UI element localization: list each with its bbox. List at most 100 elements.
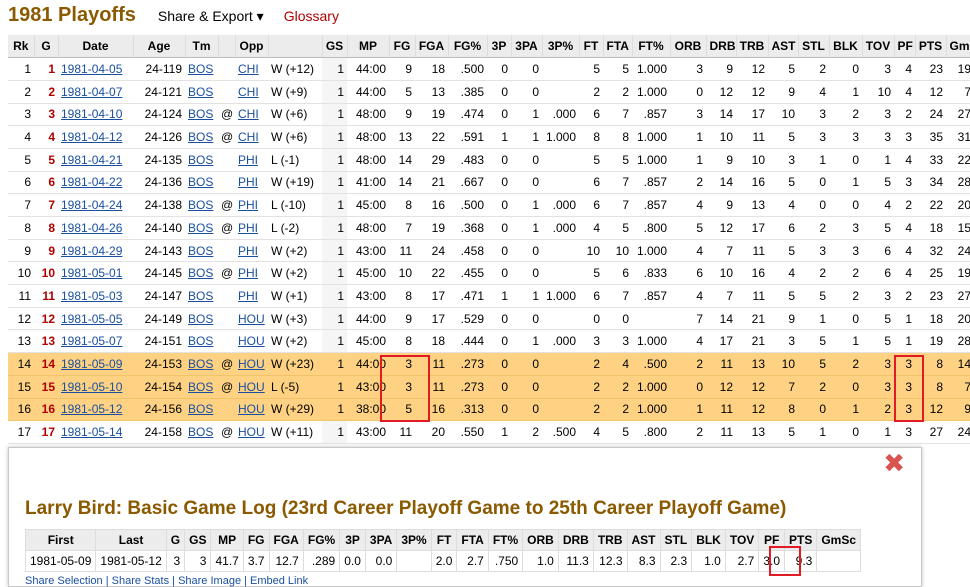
summary-column-header[interactable]: FT: [430, 529, 458, 551]
cell-link[interactable]: 1981-04-05: [61, 62, 123, 77]
cell-link[interactable]: 1981-05-07: [61, 334, 123, 349]
cell-date[interactable]: 1981-05-07: [58, 329, 133, 354]
column-header[interactable]: 3P%: [542, 35, 580, 59]
cell-tm[interactable]: BOS: [185, 80, 218, 104]
cell-link[interactable]: BOS: [188, 356, 214, 371]
column-header[interactable]: GS: [322, 35, 348, 59]
summary-column-header[interactable]: 3P%: [396, 529, 432, 551]
column-header[interactable]: MP: [347, 35, 390, 59]
column-header[interactable]: FG: [389, 35, 416, 59]
cell-opp[interactable]: PHI: [235, 239, 268, 263]
cell-opp[interactable]: HOU: [235, 352, 268, 376]
column-header[interactable]: PF: [894, 35, 916, 59]
column-header[interactable]: ORB: [670, 35, 707, 59]
cell-link[interactable]: PHI: [238, 220, 259, 235]
cell-link[interactable]: PHI: [238, 198, 259, 213]
cell-link[interactable]: HOU: [238, 402, 265, 417]
cell-opp[interactable]: PHI: [235, 171, 268, 195]
summary-column-header[interactable]: G: [165, 529, 186, 551]
cell-date[interactable]: 1981-04-05: [58, 57, 133, 81]
cell-opp[interactable]: PHI: [235, 193, 268, 217]
summary-column-header[interactable]: STL: [659, 529, 693, 551]
column-header[interactable]: Age: [133, 35, 186, 59]
cell-tm[interactable]: BOS: [185, 148, 218, 172]
cell-link[interactable]: 1981-04-26: [61, 220, 123, 235]
cell-link[interactable]: HOU: [238, 311, 265, 326]
column-header[interactable]: Rk: [8, 35, 35, 59]
cell-link[interactable]: BOS: [188, 334, 214, 349]
cell-link[interactable]: 1981-04-10: [61, 107, 123, 122]
cell-link[interactable]: BOS: [188, 107, 214, 122]
column-header[interactable]: BLK: [829, 35, 863, 59]
column-header[interactable]: 3PA: [511, 35, 543, 59]
cell-tm[interactable]: BOS: [185, 216, 218, 240]
column-header[interactable]: 3P: [487, 35, 512, 59]
cell-opp[interactable]: PHI: [235, 148, 268, 172]
cell-opp[interactable]: CHI: [235, 80, 268, 104]
summary-column-header[interactable]: PTS: [783, 529, 818, 551]
column-header[interactable]: STL: [798, 35, 830, 59]
cell-link[interactable]: 1981-04-07: [61, 84, 123, 99]
cell-link[interactable]: BOS: [188, 379, 214, 394]
cell-link[interactable]: 1981-04-21: [61, 152, 123, 167]
cell-link[interactable]: PHI: [238, 152, 259, 167]
cell-link[interactable]: BOS: [188, 288, 214, 303]
cell-date[interactable]: 1981-04-10: [58, 103, 133, 127]
summary-column-header[interactable]: TRB: [592, 529, 628, 551]
cell-link[interactable]: 1981-05-05: [61, 311, 123, 326]
cell-link[interactable]: 1981-05-09: [61, 356, 123, 371]
cell-link[interactable]: BOS: [188, 243, 214, 258]
summary-column-header[interactable]: FT%: [487, 529, 524, 551]
cell-date[interactable]: 1981-05-14: [58, 420, 133, 444]
cell-date[interactable]: 1981-05-03: [58, 284, 133, 308]
cell-tm[interactable]: BOS: [185, 57, 218, 81]
cell-link[interactable]: BOS: [188, 130, 214, 145]
cell-tm[interactable]: BOS: [185, 398, 218, 422]
summary-column-header[interactable]: FG: [242, 529, 270, 551]
cell-link[interactable]: 1981-04-29: [61, 243, 123, 258]
column-header[interactable]: TOV: [862, 35, 895, 59]
cell-tm[interactable]: BOS: [185, 193, 218, 217]
cell-link[interactable]: PHI: [238, 243, 259, 258]
column-header[interactable]: Tm: [185, 35, 219, 59]
cell-tm[interactable]: BOS: [185, 420, 218, 444]
cell-date[interactable]: 1981-04-26: [58, 216, 133, 240]
cell-date[interactable]: 1981-04-22: [58, 171, 133, 195]
cell-link[interactable]: HOU: [238, 425, 265, 440]
summary-column-header[interactable]: MP: [210, 529, 244, 551]
cell-opp[interactable]: CHI: [235, 103, 268, 127]
cell-link[interactable]: BOS: [188, 198, 214, 213]
cell-link[interactable]: HOU: [238, 356, 265, 371]
cell-date[interactable]: 1981-04-29: [58, 239, 133, 263]
cell-link[interactable]: 1981-05-03: [61, 288, 123, 303]
cell-opp[interactable]: PHI: [235, 261, 268, 286]
cell-opp[interactable]: PHI: [235, 284, 268, 308]
cell-date[interactable]: 1981-05-10: [58, 375, 133, 399]
cell-link[interactable]: BOS: [188, 402, 214, 417]
column-header[interactable]: PTS: [915, 35, 947, 59]
cell-tm[interactable]: BOS: [185, 329, 218, 354]
cell-link[interactable]: 1981-05-12: [61, 402, 123, 417]
cell-link[interactable]: 1981-04-12: [61, 130, 123, 145]
cell-date[interactable]: 1981-04-07: [58, 80, 133, 104]
column-header[interactable]: FT: [579, 35, 604, 59]
cell-link[interactable]: 1981-04-22: [61, 175, 123, 190]
cell-link[interactable]: HOU: [238, 379, 265, 394]
cell-opp[interactable]: HOU: [235, 375, 268, 399]
column-header[interactable]: GmSc: [946, 35, 970, 59]
cell-tm[interactable]: BOS: [185, 375, 218, 399]
cell-opp[interactable]: HOU: [235, 329, 268, 354]
column-header[interactable]: Date: [58, 35, 134, 59]
summary-column-header[interactable]: AST: [626, 529, 661, 551]
cell-link[interactable]: 1981-04-24: [61, 198, 123, 213]
column-header[interactable]: FGA: [415, 35, 449, 59]
column-header[interactable]: G: [34, 35, 59, 59]
column-header[interactable]: FG%: [448, 35, 488, 59]
summary-column-header[interactable]: FG%: [302, 529, 341, 551]
cell-tm[interactable]: BOS: [185, 239, 218, 263]
cell-opp[interactable]: HOU: [235, 398, 268, 422]
summary-column-header[interactable]: BLK: [691, 529, 726, 551]
summary-column-header[interactable]: GmSc: [816, 529, 862, 551]
cell-link[interactable]: CHI: [238, 84, 259, 99]
cell-date[interactable]: 1981-05-01: [58, 261, 133, 286]
